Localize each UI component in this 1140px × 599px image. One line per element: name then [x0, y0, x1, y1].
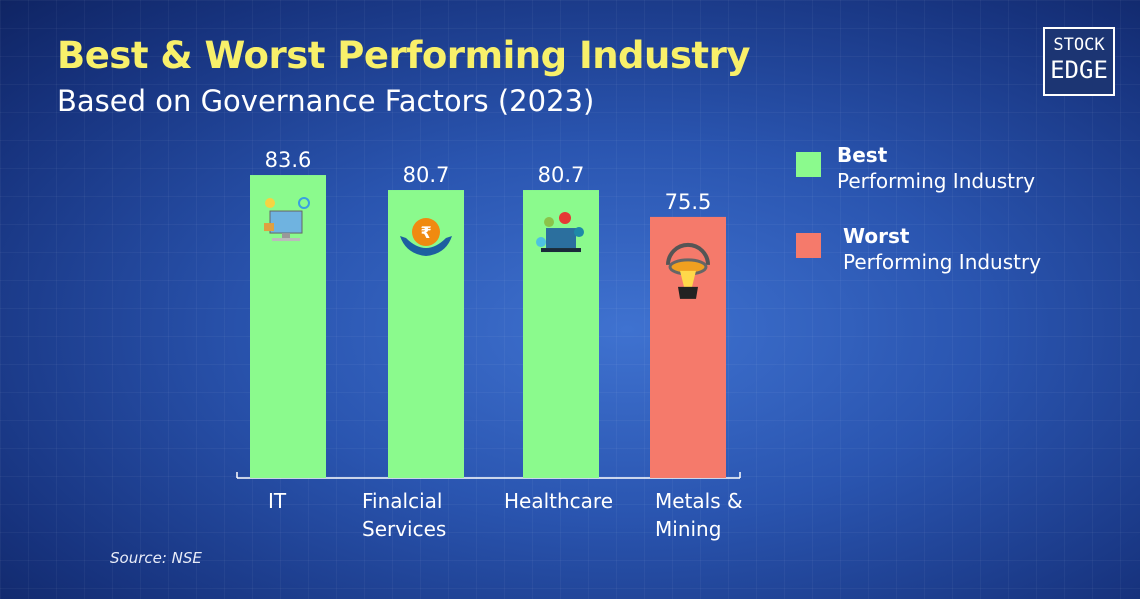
category-label-line: Services [362, 517, 447, 541]
category-label-line: Metals & [655, 489, 743, 513]
chart-title: Best & Worst Performing Industry [57, 34, 750, 77]
value-label: 80.7 [538, 163, 585, 187]
category-label-line: IT [268, 489, 287, 513]
legend-swatch-worst [796, 233, 821, 258]
value-label: 83.6 [265, 148, 312, 172]
svg-text:₹: ₹ [420, 223, 431, 242]
chart-subtitle: Based on Governance Factors (2023) [57, 84, 595, 118]
legend-title: Worst [843, 224, 910, 248]
source-note: Source: NSE [110, 549, 202, 567]
legend-title: Best [837, 143, 888, 167]
category-label: IT [268, 487, 286, 515]
value-label: 80.7 [403, 163, 450, 187]
rupee-hands-icon: ₹ [400, 218, 452, 257]
legend-text: Performing Industry [837, 169, 1036, 193]
stockedge-logo: STOCK EDGE [1043, 27, 1115, 96]
category-label-line: Mining [655, 517, 722, 541]
legend-swatch-best [796, 152, 821, 177]
legend-entry-best: Best Performing Industry [837, 142, 1035, 194]
computer-icon [264, 197, 310, 242]
category-label-line: Healthcare [504, 489, 614, 513]
category-label: Metals & Mining [655, 487, 743, 543]
bar-worst [650, 216, 726, 479]
category-label: Finalcial Services [362, 487, 446, 543]
legend-text: Performing Industry [843, 250, 1042, 274]
molten-metal-ladle-icon [666, 243, 710, 299]
healthcare-laptop-icon [536, 212, 584, 253]
legend-entry-worst: Worst Performing Industry [843, 223, 1041, 275]
category-label: Healthcare [504, 487, 613, 515]
value-label: 75.5 [665, 190, 712, 214]
category-label-line: Finalcial [362, 489, 443, 513]
